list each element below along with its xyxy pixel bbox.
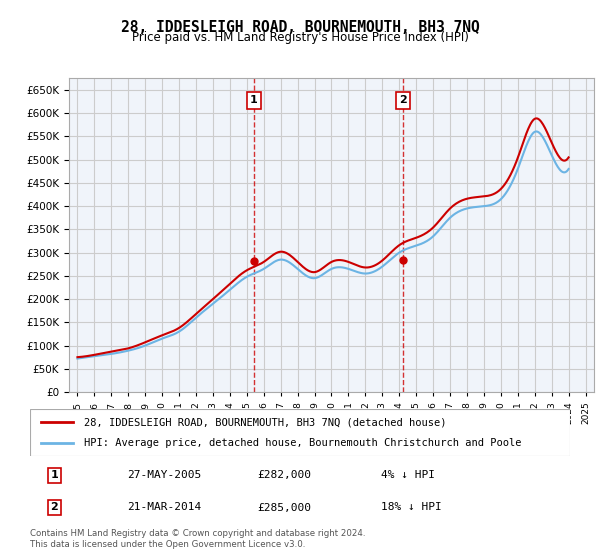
Text: 28, IDDESLEIGH ROAD, BOURNEMOUTH, BH3 7NQ: 28, IDDESLEIGH ROAD, BOURNEMOUTH, BH3 7N… <box>121 20 479 35</box>
Text: £285,000: £285,000 <box>257 502 311 512</box>
Text: HPI: Average price, detached house, Bournemouth Christchurch and Poole: HPI: Average price, detached house, Bour… <box>84 438 521 448</box>
Text: 2: 2 <box>399 95 407 105</box>
Text: 1: 1 <box>50 470 58 480</box>
Text: 21-MAR-2014: 21-MAR-2014 <box>127 502 202 512</box>
Text: £282,000: £282,000 <box>257 470 311 480</box>
Text: 1: 1 <box>250 95 258 105</box>
FancyBboxPatch shape <box>30 409 570 456</box>
Text: 2: 2 <box>50 502 58 512</box>
Text: Price paid vs. HM Land Registry's House Price Index (HPI): Price paid vs. HM Land Registry's House … <box>131 31 469 44</box>
Text: 4% ↓ HPI: 4% ↓ HPI <box>381 470 435 480</box>
Text: Contains HM Land Registry data © Crown copyright and database right 2024.
This d: Contains HM Land Registry data © Crown c… <box>30 529 365 549</box>
Text: 28, IDDESLEIGH ROAD, BOURNEMOUTH, BH3 7NQ (detached house): 28, IDDESLEIGH ROAD, BOURNEMOUTH, BH3 7N… <box>84 417 446 427</box>
Text: 27-MAY-2005: 27-MAY-2005 <box>127 470 202 480</box>
Text: 18% ↓ HPI: 18% ↓ HPI <box>381 502 442 512</box>
